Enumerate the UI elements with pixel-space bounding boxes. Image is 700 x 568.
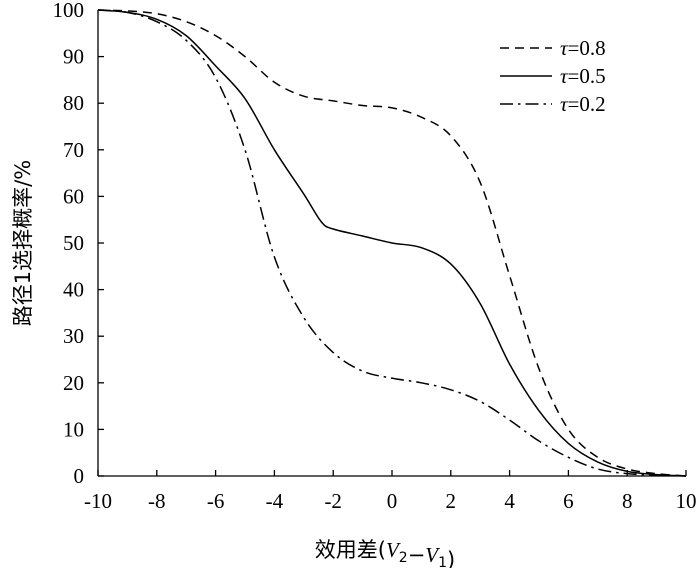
x-tick-label: 10 [676,489,697,513]
y-tick-label: 50 [63,231,84,255]
x-tick-label: -6 [207,489,225,513]
series-group [97,9,687,477]
y-tick-label: 70 [63,138,84,162]
y-axis-title: 路径1选择概率/% [11,160,35,326]
x-tick-label: 4 [504,489,515,513]
series-line-solid [97,9,687,477]
y-tick-label: 10 [63,417,84,441]
x-tick-label: -4 [266,489,284,513]
x-tick-label: 8 [622,489,633,513]
legend: τ=0.8 τ=0.5 τ=0.2 [500,36,606,116]
x-tick-label: -10 [84,489,112,513]
legend-label: τ=0.8 [560,36,606,60]
x-tick-label: 6 [563,489,574,513]
y-tick-label: 20 [63,371,84,395]
y-tick-label: 100 [53,0,85,22]
y-tick-label: 60 [63,184,84,208]
x-tick-label: -2 [324,489,342,513]
x-ticks: -10 -8 -6 -4 -2 0 2 4 6 8 10 [84,470,697,513]
legend-label: τ=0.5 [560,64,606,88]
y-tick-label: 80 [63,91,84,115]
series-line-dashdot [97,9,687,477]
y-tick-label: 30 [63,324,84,348]
x-axis-title: 效用差(V2−V1) [315,538,456,568]
x-tick-label: 0 [387,489,398,513]
x-tick-label: 2 [446,489,457,513]
y-tick-label: 40 [63,278,84,302]
y-tick-label: 90 [63,45,84,69]
y-ticks: 0 10 20 30 40 50 60 70 80 90 100 [53,0,104,488]
x-tick-label: -8 [148,489,166,513]
legend-label: τ=0.2 [560,92,606,116]
y-tick-label: 0 [74,464,85,488]
